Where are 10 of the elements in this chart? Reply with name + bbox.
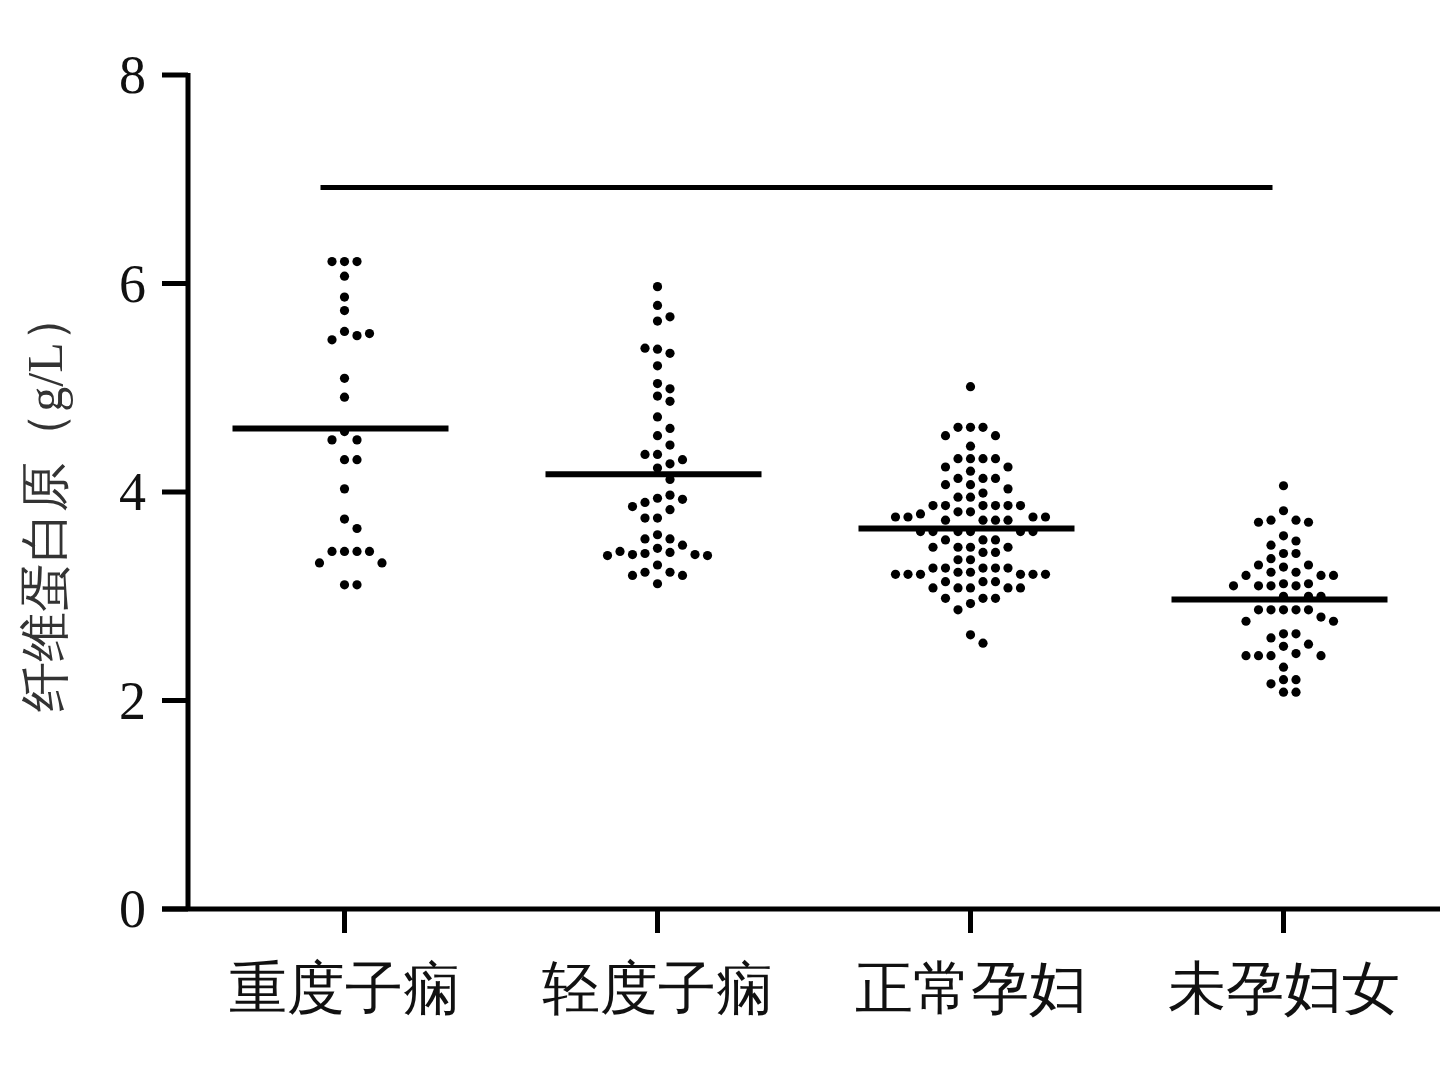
y-tick-label: 4	[119, 462, 146, 522]
y-tick-label: 2	[119, 670, 146, 731]
y-axis-title: 纤维蛋白原（g/L）	[17, 292, 73, 712]
x-tick-label: 轻度子痫	[541, 956, 774, 1021]
y-tick-label: 6	[119, 253, 146, 314]
x-tick-label: 未孕妇女	[1167, 956, 1400, 1021]
x-tick-label: 正常孕妇	[854, 956, 1087, 1021]
x-tick-label: 重度子痫	[228, 956, 461, 1021]
y-tick-label: 0	[119, 879, 146, 939]
y-tick-label: 8	[119, 45, 146, 105]
